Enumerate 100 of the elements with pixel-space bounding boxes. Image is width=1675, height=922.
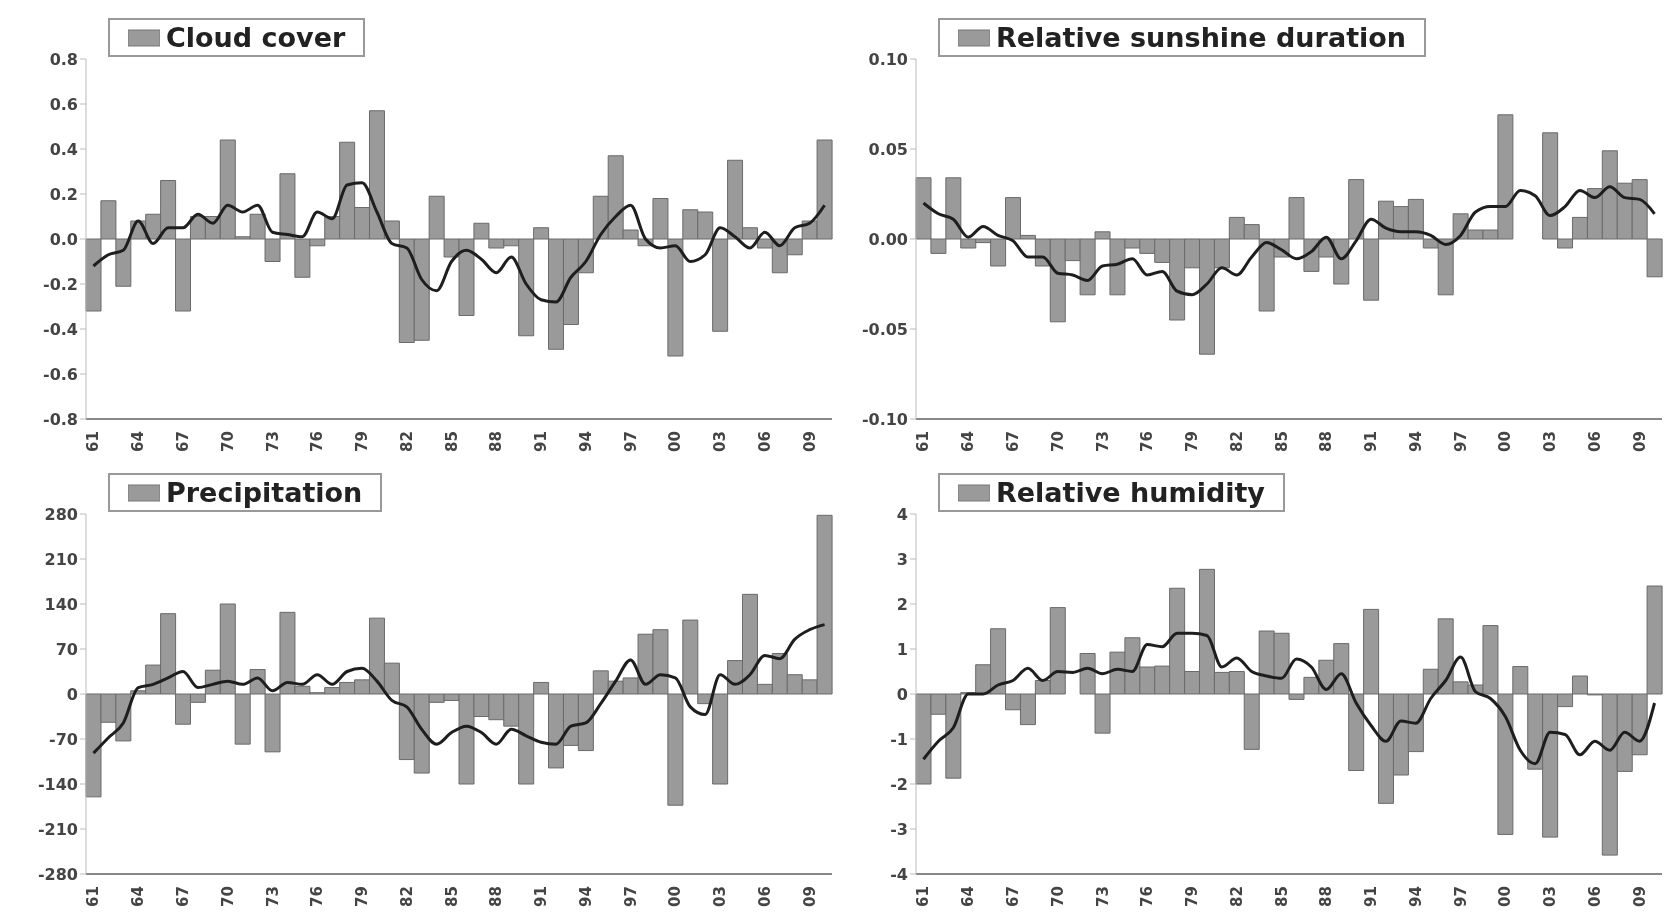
- x-tick-label: 64: [129, 886, 148, 907]
- x-tick-label: 73: [263, 431, 282, 452]
- x-tick-label: 82: [1227, 886, 1246, 907]
- y-tick-label: -3: [890, 819, 908, 839]
- x-tick-label: 64: [129, 431, 148, 452]
- x-tick-label: 09: [800, 886, 819, 907]
- y-tick-label: -140: [37, 774, 78, 794]
- x-tick-label: 67: [1003, 886, 1022, 907]
- x-tick-label: 76: [1138, 886, 1157, 907]
- x-tick-label: 61: [914, 886, 933, 907]
- x-tick-label: 64: [959, 886, 978, 907]
- x-tick-label: 97: [621, 431, 640, 452]
- y-tick-label: -0.10: [861, 409, 908, 429]
- x-tick-label: 70: [1048, 431, 1067, 452]
- x-tick-label: 85: [1272, 886, 1291, 907]
- x-tick-label: 88: [487, 886, 506, 907]
- x-tick-label: 70: [218, 431, 237, 452]
- x-tick-label: 85: [442, 431, 461, 452]
- y-tick-label: 0.05: [868, 139, 908, 159]
- y-tick-label: 140: [44, 594, 78, 614]
- x-tick-label: 97: [1451, 431, 1470, 452]
- x-tick-label: 61: [914, 431, 933, 452]
- y-tick-label: 210: [44, 549, 78, 569]
- y-tick-label: -0.6: [43, 364, 78, 384]
- x-tick-label: 03: [711, 431, 730, 452]
- x-tick-label: 67: [173, 886, 192, 907]
- x-tick-label: 03: [1541, 431, 1560, 452]
- y-tick-label: 0.2: [49, 184, 78, 204]
- y-tick-label: -1: [890, 729, 908, 749]
- line-series: [91, 181, 827, 304]
- x-tick-label: 03: [1541, 886, 1560, 907]
- line-series: [921, 185, 1657, 297]
- x-tick-label: 61: [84, 431, 103, 452]
- x-tick-label: 73: [263, 886, 282, 907]
- y-tick-label: -0.05: [861, 319, 908, 339]
- x-tick-label: 79: [1183, 886, 1202, 907]
- y-tick-label: -280: [37, 864, 78, 884]
- x-tick-label: 82: [1227, 431, 1246, 452]
- x-tick-label: 85: [442, 886, 461, 907]
- x-tick-label: 73: [1093, 431, 1112, 452]
- x-tick-label: 06: [755, 886, 774, 907]
- x-tick-label: 79: [353, 431, 372, 452]
- line-series: [91, 623, 827, 755]
- x-tick-label: 03: [711, 886, 730, 907]
- y-tick-label: 280: [44, 504, 78, 524]
- legend-label: Cloud cover: [166, 22, 346, 53]
- x-tick-label: 61: [84, 886, 103, 907]
- line-series: [921, 631, 1657, 766]
- x-tick-label: 82: [397, 431, 416, 452]
- y-tick-label: 0.0: [49, 229, 78, 249]
- x-tick-label: 88: [1317, 886, 1336, 907]
- y-tick-label: 0.6: [49, 94, 78, 114]
- x-tick-label: 82: [397, 886, 416, 907]
- x-tick-label: 88: [487, 431, 506, 452]
- y-tick-label: 70: [55, 639, 78, 659]
- x-tick-label: 94: [1406, 431, 1425, 452]
- x-tick-label: 76: [308, 431, 327, 452]
- y-tick-label: -0.8: [43, 409, 78, 429]
- y-tick-label: 0.8: [49, 49, 78, 69]
- x-tick-label: 09: [800, 431, 819, 452]
- y-tick-label: 4: [896, 504, 908, 524]
- x-tick-label: 09: [1630, 431, 1649, 452]
- x-tick-label: 06: [1585, 431, 1604, 452]
- y-tick-label: -0.4: [43, 319, 78, 339]
- x-tick-label: 97: [621, 886, 640, 907]
- y-tick-label: 0: [66, 684, 78, 704]
- y-tick-label: 3: [896, 549, 908, 569]
- x-tick-label: 85: [1272, 431, 1291, 452]
- x-tick-label: 00: [1496, 886, 1515, 907]
- x-tick-label: 00: [666, 886, 685, 907]
- y-tick-label: -70: [49, 729, 78, 749]
- y-tick-label: 2: [896, 594, 908, 614]
- x-tick-label: 94: [576, 431, 595, 452]
- x-tick-label: 91: [1362, 886, 1381, 907]
- y-tick-label: -210: [37, 819, 78, 839]
- x-tick-label: 97: [1451, 886, 1470, 907]
- y-tick-label: 0: [896, 684, 908, 704]
- x-tick-label: 91: [532, 886, 551, 907]
- legend-label: Relative sunshine duration: [996, 22, 1407, 53]
- x-tick-label: 94: [1406, 886, 1425, 907]
- x-tick-label: 00: [1496, 431, 1515, 452]
- y-tick-label: 0.4: [49, 139, 78, 159]
- y-tick-label: 0.10: [868, 49, 908, 69]
- x-tick-label: 06: [755, 431, 774, 452]
- x-tick-label: 70: [1048, 886, 1067, 907]
- x-tick-label: 94: [576, 886, 595, 907]
- x-tick-label: 67: [173, 431, 192, 452]
- x-tick-label: 88: [1317, 431, 1336, 452]
- x-tick-label: 76: [1138, 431, 1157, 452]
- x-tick-label: 79: [353, 886, 372, 907]
- y-tick-label: 1: [896, 639, 908, 659]
- legend-label: Relative humidity: [996, 477, 1265, 508]
- x-tick-label: 91: [1362, 431, 1381, 452]
- x-tick-label: 06: [1585, 886, 1604, 907]
- x-tick-label: 73: [1093, 886, 1112, 907]
- x-tick-label: 00: [666, 431, 685, 452]
- x-tick-label: 64: [959, 431, 978, 452]
- x-tick-label: 76: [308, 886, 327, 907]
- x-tick-label: 70: [218, 886, 237, 907]
- x-tick-label: 79: [1183, 431, 1202, 452]
